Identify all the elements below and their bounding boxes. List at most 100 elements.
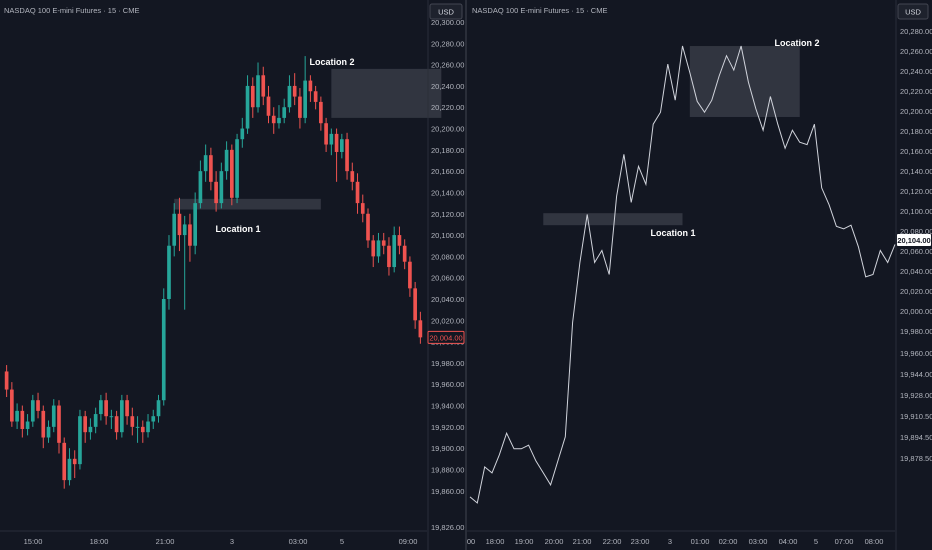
- candle-body: [366, 213, 370, 241]
- candle-body: [219, 171, 224, 204]
- candle-body: [4, 371, 9, 390]
- y-tick-label: 19,928.00: [900, 391, 932, 400]
- x-tick-label: 21:00: [573, 537, 592, 546]
- candle-body: [30, 400, 35, 422]
- candle-body: [303, 80, 307, 118]
- y-tick-label: 20,040.00: [431, 295, 464, 304]
- last-price-badge: [897, 234, 931, 246]
- zone-2: [689, 46, 800, 117]
- candle-body: [240, 128, 245, 140]
- candle-body: [120, 400, 124, 433]
- currency-badge: [897, 3, 929, 20]
- y-tick-label: 19,878.50: [900, 454, 932, 463]
- x-tick-label: 23:00: [631, 537, 650, 546]
- x-tick-label: 07:00: [835, 537, 854, 546]
- currency-badge: [429, 3, 463, 20]
- candle-body: [203, 155, 208, 172]
- y-tick-label: 20,220.00: [900, 87, 932, 96]
- candle-body: [151, 416, 156, 422]
- y-tick-label: 20,200.00: [900, 107, 932, 116]
- x-tick-label: 3: [230, 537, 234, 546]
- last-price-label: 20,104.00: [897, 236, 930, 245]
- y-tick-label: 20,000.00: [900, 307, 932, 316]
- x-tick-label: 09:00: [399, 537, 418, 546]
- candle-body: [88, 426, 93, 433]
- x-tick-label: 04:00: [779, 537, 798, 546]
- y-tick-label: 20,240.00: [431, 82, 464, 91]
- candle-body: [193, 203, 198, 246]
- y-tick-label: 19,826.00: [431, 523, 464, 532]
- y-tick-label: 20,080.00: [431, 252, 464, 261]
- candle-body: [229, 149, 234, 198]
- candle-body: [387, 245, 391, 268]
- candle-body: [345, 139, 349, 172]
- x-tick-label: 3: [668, 537, 672, 546]
- y-tick-label: 20,280.00: [900, 27, 932, 36]
- y-tick-label: 19,960.00: [900, 349, 932, 358]
- y-tick-label: 20,060.00: [431, 274, 464, 283]
- candle-body: [72, 458, 77, 465]
- candle-body: [78, 416, 82, 465]
- zone-label-location-1: Location 1: [215, 224, 260, 234]
- candle-body: [109, 416, 114, 418]
- x-tick-label: 21:00: [156, 537, 175, 546]
- y-tick-label: 19,980.00: [900, 327, 932, 336]
- candle-body: [282, 107, 287, 118]
- y-tick-label: 20,140.00: [900, 167, 932, 176]
- candle-body: [350, 171, 355, 182]
- y-tick-label: 20,120.00: [431, 210, 464, 219]
- y-tick-label: 20,020.00: [900, 287, 932, 296]
- candle-body: [319, 101, 323, 124]
- candle-body: [161, 299, 166, 401]
- candle-body: [313, 91, 318, 102]
- right-chart-panel: Location 1 Location 2 NASDAQ 100 E-mini Fu…: [466, 0, 932, 550]
- candle-body: [287, 85, 292, 108]
- candle-body: [250, 85, 255, 108]
- candle-body: [198, 171, 203, 204]
- y-tick-label: 20,280.00: [431, 39, 464, 48]
- candle-body: [130, 416, 135, 427]
- candle-body: [402, 245, 407, 262]
- candle-body: [51, 405, 56, 427]
- candle-body: [277, 117, 281, 124]
- candle-body: [271, 115, 276, 124]
- candle-body: [62, 442, 67, 481]
- candle-body: [329, 133, 334, 145]
- candle-body: [371, 240, 376, 257]
- candle-body: [114, 416, 119, 433]
- x-tick-label: 19:00: [515, 537, 534, 546]
- x-tick-label: 5: [340, 537, 344, 546]
- y-tick-label: 19,900.00: [431, 444, 464, 453]
- y-tick-label: 19,920.00: [431, 423, 464, 432]
- panel-divider: [465, 0, 467, 550]
- candle-body: [172, 213, 177, 246]
- candle-body: [324, 123, 328, 145]
- x-tick-label: 00: [467, 537, 475, 546]
- y-tick-label: 19,894.50: [900, 433, 932, 442]
- candle-body: [57, 405, 61, 443]
- candle-body: [397, 235, 402, 246]
- candle-body: [298, 96, 302, 118]
- candle-body: [15, 410, 19, 422]
- candle-body: [214, 181, 218, 204]
- candle-body: [93, 414, 98, 427]
- zone-2: [331, 68, 442, 118]
- x-tick-label: 22:00: [603, 537, 622, 546]
- y-tick-label: 20,160.00: [900, 147, 932, 156]
- candle-body: [167, 245, 171, 300]
- candle-body: [413, 288, 417, 321]
- candle-body: [25, 421, 30, 429]
- zone-label-location-2: Location 2: [309, 57, 354, 67]
- candle-body: [46, 426, 51, 438]
- zone-1: [543, 213, 683, 226]
- x-tick-label: 03:00: [749, 537, 768, 546]
- y-tick-label: 20,100.00: [431, 231, 464, 240]
- price-line: [469, 45, 896, 504]
- y-tick-label: 19,910.50: [900, 412, 932, 421]
- y-tick-label: 19,940.00: [431, 402, 464, 411]
- candle-body: [339, 139, 344, 152]
- y-tick-label: 20,180.00: [900, 127, 932, 136]
- zone-label-location-1: Location 1: [650, 228, 695, 238]
- x-tick-label: 5: [814, 537, 818, 546]
